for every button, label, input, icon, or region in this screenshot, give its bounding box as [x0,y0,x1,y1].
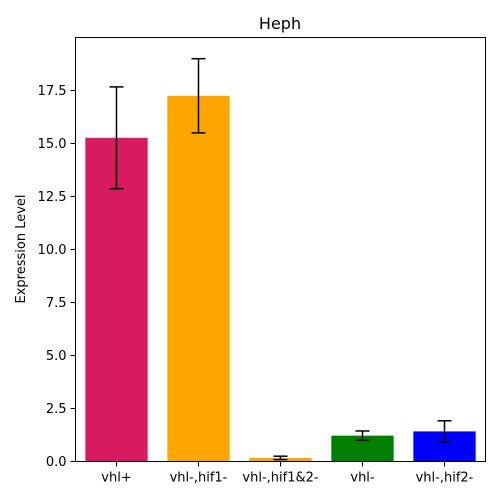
y-tick-label-5: 12.5 [38,190,67,205]
y-axis-label: Expression Level [14,194,29,303]
bar-1 [167,95,230,462]
bars-group [85,95,476,462]
error-bars-group [109,57,452,461]
x-tick-label-0: vhl+ [101,471,131,486]
x-tick-label-3: vhl- [350,471,375,486]
y-tick-label-4: 10.0 [38,243,67,258]
x-tick-label-4: vhl-,hif2- [416,471,474,486]
x-axis: vhl+ vhl-,hif1- vhl-,hif1&2- vhl-vhl-,hif2- [101,461,474,486]
chart-title: Heph [259,14,301,33]
x-tick-label-2: vhl-,hif1&2- [242,471,318,486]
plot-frame [75,37,486,462]
y-axis: 0.0 2.5 5.0 7.5 10.0 12.5 15.0 17.5 [38,84,76,470]
y-tick-label-6: 15.0 [38,137,67,152]
x-tick-label-1: vhl-,hif1- [170,471,228,486]
y-tick-label-0: 0.0 [46,455,67,470]
y-tick-label-3: 7.5 [46,296,67,311]
bar-0 [85,137,148,462]
y-tick-label-2: 5.0 [46,349,67,364]
y-tick-label-7: 17.5 [38,84,67,99]
y-tick-label-1: 2.5 [46,402,67,417]
